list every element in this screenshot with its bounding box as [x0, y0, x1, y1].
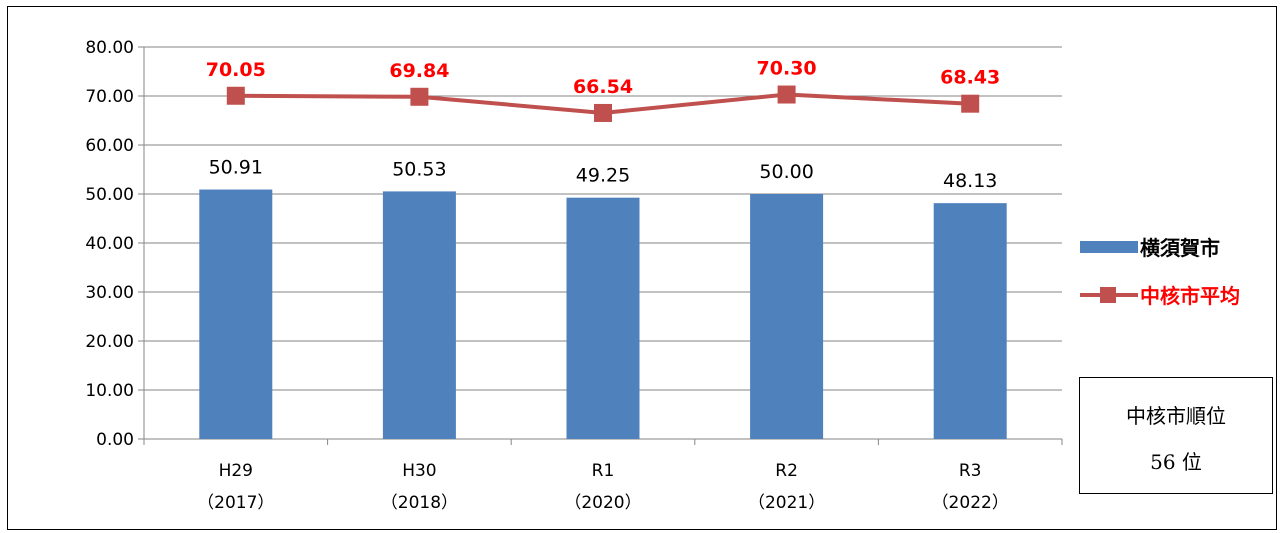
- chart-frame: [7, 6, 1277, 530]
- y-tick-label: 80.00: [85, 38, 134, 58]
- y-tick-label: 30.00: [85, 283, 134, 303]
- line-data-label: 68.43: [940, 67, 1000, 89]
- line-marker: [410, 87, 429, 106]
- line-marker: [961, 94, 980, 113]
- bar-data-label: 48.13: [943, 170, 997, 192]
- legend-item-line: 中核市平均: [1080, 280, 1240, 309]
- x-tick-label-year: （2021）: [748, 493, 825, 513]
- line-data-label: 70.05: [206, 59, 266, 81]
- rank-box: 中核市順位 56 位: [1079, 377, 1273, 494]
- x-tick-label: R1: [592, 461, 615, 481]
- rank-box-title: 中核市順位: [1126, 404, 1226, 428]
- line-data-label: 69.84: [389, 60, 449, 82]
- y-tick-label: 40.00: [85, 234, 134, 254]
- legend-item-bar: 横須賀市: [1080, 232, 1220, 261]
- x-tick-label-year: （2020）: [564, 493, 641, 513]
- x-tick-label: R2: [775, 461, 798, 481]
- legend-label-line: 中核市平均: [1140, 284, 1240, 308]
- line-marker: [226, 86, 245, 105]
- x-tick-label-year: （2018）: [381, 493, 458, 513]
- legend-label-bar: 横須賀市: [1140, 236, 1220, 260]
- legend-swatch-line: [1080, 286, 1138, 303]
- y-tick-label: 50.00: [85, 185, 134, 205]
- bar-data-label: 50.00: [759, 161, 813, 183]
- bar-data-label: 50.53: [392, 158, 446, 180]
- line-marker: [777, 85, 796, 104]
- bar-data-label: 49.25: [576, 165, 630, 187]
- line-marker: [594, 103, 612, 122]
- bar: [199, 189, 273, 439]
- x-tick-label: H29: [219, 461, 253, 481]
- legend-swatch-bar: [1080, 240, 1138, 253]
- rank-box-value: 56 位: [1150, 450, 1202, 474]
- x-tick-label-year: （2017）: [197, 493, 274, 513]
- line-data-label: 70.30: [757, 58, 817, 80]
- y-tick-label: 20.00: [85, 332, 134, 352]
- x-tick-label: R3: [959, 461, 982, 481]
- line-data-label: 66.54: [573, 76, 633, 98]
- bar-data-label: 50.91: [209, 157, 263, 179]
- y-tick-label: 60.00: [85, 136, 134, 156]
- y-tick-label: 10.00: [85, 381, 134, 401]
- bar: [382, 191, 456, 439]
- bar: [566, 197, 640, 439]
- bar: [933, 203, 1007, 439]
- y-tick-label: 70.00: [85, 87, 134, 107]
- bar: [750, 194, 824, 439]
- x-tick-label-year: （2022）: [932, 493, 1009, 513]
- x-tick-label: H30: [402, 461, 436, 481]
- y-tick-label: 0.00: [96, 430, 134, 450]
